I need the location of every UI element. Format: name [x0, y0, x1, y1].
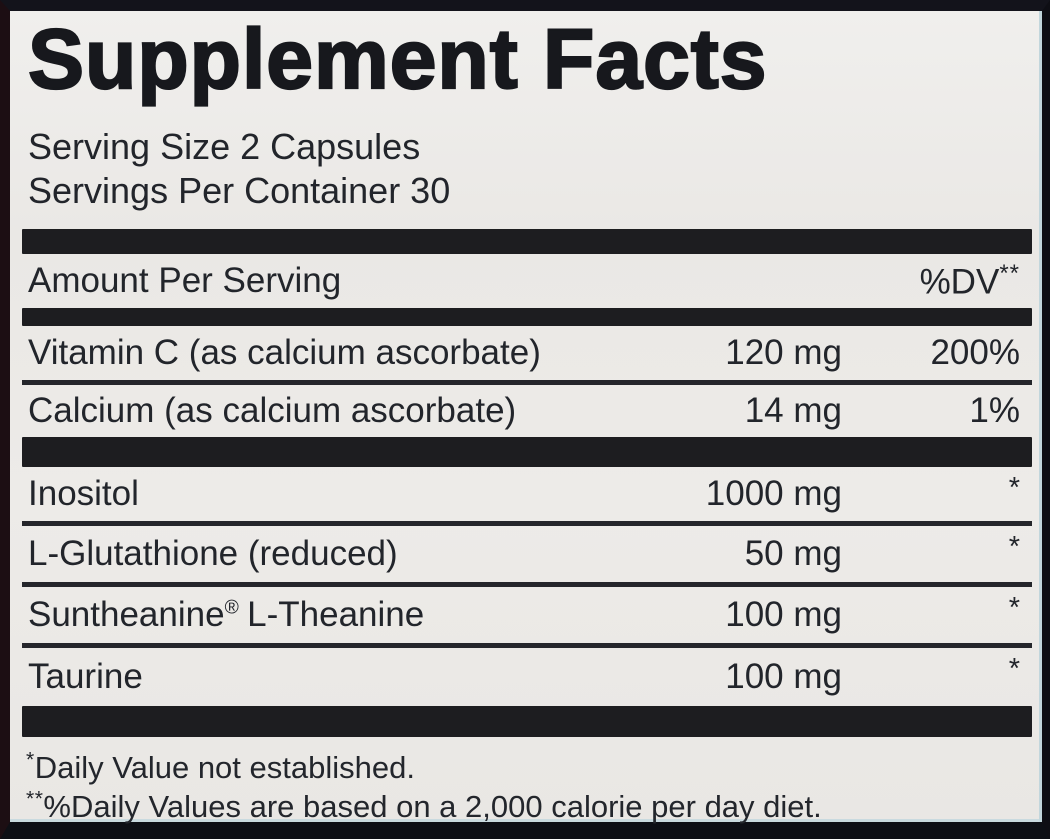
ingredient-row-calcium: Calcium (as calcium ascorbate) 14 mg 1%	[22, 385, 1032, 437]
footnote-text: %Daily Values are based on a 2,000 calor…	[43, 789, 822, 824]
dv-header-label: %DV	[919, 262, 1000, 302]
ingredient-name: Inositol	[28, 474, 139, 513]
ingredient-amount: 14 mg	[744, 391, 842, 430]
ingredient-dv: 200%	[930, 333, 1020, 372]
ingredient-row-inositol: Inositol 1000 mg *	[22, 467, 1032, 521]
ingredient-name: Suntheanine® L-Theanine	[28, 595, 642, 635]
ingredient-name: Calcium (as calcium ascorbate)	[28, 391, 517, 430]
dv-header: %DV**	[842, 260, 1020, 303]
registered-trademark-symbol: ®	[224, 597, 239, 619]
ingredient-amount: 1000 mg	[705, 474, 842, 513]
ingredient-name: Vitamin C (as calcium ascorbate)	[28, 333, 541, 372]
ingredient-amount: 50 mg	[744, 534, 842, 573]
ingredient-dv-asterisk: *	[1008, 472, 1020, 504]
supplement-facts-panel: Supplement Facts Serving Size 2 Capsules…	[10, 12, 1042, 826]
separator-bar-thick	[22, 437, 1032, 467]
ingredient-row-glutathione: L-Glutathione (reduced) 50 mg *	[22, 526, 1032, 582]
ingredient-amount: 100 mg	[725, 657, 842, 696]
footnote-marker: **	[26, 787, 44, 811]
ingredient-row-theanine: Suntheanine® L-Theanine 100 mg *	[22, 587, 1032, 643]
ingredient-name: Taurine	[28, 657, 143, 696]
serving-size: Serving Size 2 Capsules	[28, 126, 421, 167]
separator-bar-thick	[22, 706, 1032, 737]
panel-title: Supplement Facts	[27, 12, 768, 106]
footnote-marker: *	[26, 748, 35, 772]
ingredient-name-brand: Suntheanine	[28, 595, 225, 634]
footnote-percent-dv: **%Daily Values are based on a 2,000 cal…	[26, 787, 1032, 826]
ingredient-dv-asterisk: *	[1008, 592, 1020, 624]
footnotes: *Daily Value not established. **%Daily V…	[26, 748, 1032, 826]
ingredient-amount: 100 mg	[725, 595, 842, 634]
row-divider	[22, 582, 1032, 587]
amount-per-serving-header: Amount Per Serving	[28, 261, 342, 300]
separator-bar-thick	[22, 229, 1032, 254]
row-divider	[22, 643, 1032, 648]
ingredient-row-taurine: Taurine 100 mg *	[22, 648, 1032, 706]
row-divider	[22, 380, 1032, 385]
ingredient-name: L-Glutathione (reduced)	[28, 534, 398, 573]
servings-per-container: Servings Per Container 30	[28, 170, 451, 211]
ingredient-dv-asterisk: *	[1008, 653, 1020, 685]
ingredient-dv: 1%	[969, 391, 1020, 430]
ingredient-dv-asterisk: *	[1008, 531, 1020, 563]
ingredient-amount: 120 mg	[725, 333, 842, 372]
column-header-row: Amount Per Serving %DV**	[22, 254, 1032, 308]
separator-bar-medium	[22, 308, 1032, 326]
serving-info: Serving Size 2 Capsules Servings Per Con…	[28, 125, 1032, 213]
footnote-daily-value: *Daily Value not established.	[26, 748, 1032, 787]
footnote-text: Daily Value not established.	[34, 750, 415, 785]
row-divider	[22, 521, 1032, 526]
ingredient-row-vitamin-c: Vitamin C (as calcium ascorbate) 120 mg …	[22, 326, 1032, 380]
ingredient-name-rest: L-Theanine	[247, 595, 425, 634]
dv-header-marker: **	[999, 259, 1020, 287]
